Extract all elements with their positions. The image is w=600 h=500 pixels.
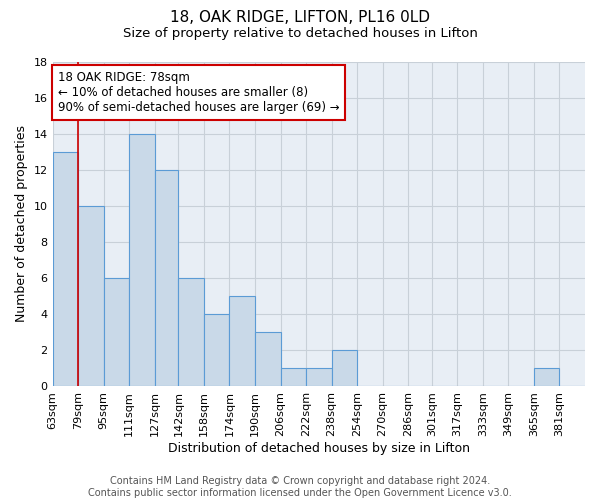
- Bar: [229, 296, 255, 386]
- Bar: [129, 134, 155, 386]
- Bar: [104, 278, 129, 386]
- X-axis label: Distribution of detached houses by size in Lifton: Distribution of detached houses by size …: [168, 442, 470, 455]
- Y-axis label: Number of detached properties: Number of detached properties: [15, 126, 28, 322]
- Bar: [255, 332, 281, 386]
- Bar: [534, 368, 559, 386]
- Text: Contains HM Land Registry data © Crown copyright and database right 2024.
Contai: Contains HM Land Registry data © Crown c…: [88, 476, 512, 498]
- Bar: [281, 368, 306, 386]
- Bar: [155, 170, 178, 386]
- Bar: [78, 206, 104, 386]
- Bar: [332, 350, 357, 386]
- Text: Size of property relative to detached houses in Lifton: Size of property relative to detached ho…: [122, 28, 478, 40]
- Bar: [53, 152, 78, 386]
- Text: 18, OAK RIDGE, LIFTON, PL16 0LD: 18, OAK RIDGE, LIFTON, PL16 0LD: [170, 10, 430, 25]
- Bar: [204, 314, 229, 386]
- Bar: [306, 368, 332, 386]
- Text: 18 OAK RIDGE: 78sqm
← 10% of detached houses are smaller (8)
90% of semi-detache: 18 OAK RIDGE: 78sqm ← 10% of detached ho…: [58, 71, 340, 114]
- Bar: [178, 278, 204, 386]
